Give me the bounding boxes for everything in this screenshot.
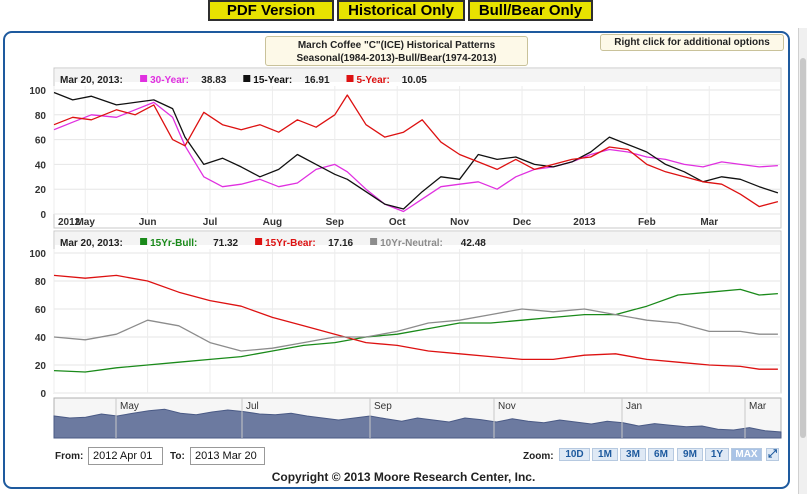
zoom-1y-button[interactable]: 1Y xyxy=(705,448,729,461)
y-tick-label: 60 xyxy=(35,305,47,316)
bull-bear-only-button[interactable]: Bull/Bear Only xyxy=(468,0,593,21)
zoom-1m-button[interactable]: 1M xyxy=(592,448,618,461)
legend-value: 17.16 xyxy=(328,238,353,249)
x-tick-label: Jun xyxy=(139,217,157,228)
legend-value: 71.32 xyxy=(213,238,238,249)
x-tick-label: Feb xyxy=(638,217,656,228)
y-tick-label: 80 xyxy=(35,277,47,288)
legend-label: 15Yr-Bull: xyxy=(150,238,197,249)
navigator-label: Nov xyxy=(498,401,516,412)
x-tick-label: Aug xyxy=(263,217,282,228)
legend-label: 15-Year: xyxy=(253,75,292,86)
x-tick-label: Mar xyxy=(700,217,718,228)
legend-strip-2 xyxy=(55,232,780,245)
legend-swatch xyxy=(140,75,148,82)
chart-title-line2: Seasonal(1984-2013)-Bull/Bear(1974-2013) xyxy=(296,53,497,64)
legend-value: 38.83 xyxy=(201,75,226,86)
legend-value: 42.48 xyxy=(461,238,486,249)
x-tick-label: 2012 xyxy=(58,217,81,228)
zoom-10d-button[interactable]: 10D xyxy=(559,448,590,461)
y-tick-label: 80 xyxy=(35,111,47,122)
zoom-max-button[interactable]: MAX xyxy=(731,448,762,461)
legend-swatch xyxy=(140,238,148,245)
legend-strip-1 xyxy=(55,69,780,82)
scrollbar-thumb[interactable] xyxy=(800,58,806,438)
y-tick-label: 100 xyxy=(29,249,46,260)
from-date-input[interactable]: 2012 Apr 01 xyxy=(88,447,163,465)
chart-title: March Coffee "C"(ICE) Historical Pattern… xyxy=(265,36,528,66)
x-tick-label: Dec xyxy=(513,217,532,228)
legend-swatch xyxy=(243,75,251,82)
legend-swatch xyxy=(370,238,378,245)
right-click-hint: Right click for additional options xyxy=(600,34,784,51)
legend-label: 10Yr-Neutral: xyxy=(380,238,443,249)
fullscreen-icon[interactable]: ⤢ xyxy=(766,448,779,461)
legend-value: 16.91 xyxy=(305,75,330,86)
copyright: Copyright © 2013 Moore Research Center, … xyxy=(271,470,536,484)
series-line-10yr-neutral xyxy=(53,308,778,352)
zoom-label: Zoom: xyxy=(523,451,554,462)
y-tick-label: 60 xyxy=(35,136,47,147)
historical-only-button[interactable]: Historical Only xyxy=(337,0,465,21)
series-line-15yr-bear xyxy=(53,274,778,370)
to-label: To: xyxy=(170,451,185,462)
x-tick-label: 2013 xyxy=(573,217,596,228)
navigator-label: Jul xyxy=(246,401,259,412)
legend-label: 5-Year: xyxy=(357,75,390,86)
to-date-input[interactable]: 2013 Mar 20 xyxy=(190,447,265,465)
chart-title-line1: March Coffee "C"(ICE) Historical Pattern… xyxy=(297,40,496,51)
zoom-9m-button[interactable]: 9M xyxy=(677,448,703,461)
x-tick-label: May xyxy=(75,217,95,228)
y-tick-label: 20 xyxy=(35,185,47,196)
legend-swatch xyxy=(346,75,354,82)
plot-area-1 xyxy=(53,67,782,229)
x-tick-label: Nov xyxy=(450,217,469,228)
y-tick-label: 40 xyxy=(35,333,47,344)
series-line-15-year xyxy=(53,91,779,210)
plot-area-2 xyxy=(53,230,782,394)
legend-swatch xyxy=(255,238,263,245)
legend-date: Mar 20, 2013: xyxy=(60,75,123,86)
from-label: From: xyxy=(55,451,84,462)
zoom-3m-button[interactable]: 3M xyxy=(620,448,646,461)
navigator-label: May xyxy=(120,401,139,412)
y-tick-label: 20 xyxy=(35,361,47,372)
navigator-label: Sep xyxy=(374,401,392,412)
legend-label: 15Yr-Bear: xyxy=(265,238,316,249)
series-line-15yr-bull xyxy=(53,288,778,373)
x-tick-label: Jul xyxy=(203,217,218,228)
navigator-area xyxy=(53,408,782,439)
y-tick-label: 40 xyxy=(35,160,47,171)
legend-value: 10.05 xyxy=(402,75,427,86)
series-line-5-year xyxy=(53,94,779,208)
navigator-label: Mar xyxy=(749,401,767,412)
navigator-label: Jan xyxy=(626,401,642,412)
zoom-6m-button[interactable]: 6M xyxy=(648,448,674,461)
legend-label: 30-Year: xyxy=(150,75,189,86)
y-tick-label: 0 xyxy=(40,389,46,400)
y-tick-label: 100 xyxy=(29,86,46,97)
page-scrollbar[interactable] xyxy=(798,28,807,494)
y-tick-label: 0 xyxy=(40,210,46,221)
pdf-version-button[interactable]: PDF Version xyxy=(208,0,334,21)
legend-date: Mar 20, 2013: xyxy=(60,238,123,249)
x-tick-label: Oct xyxy=(389,217,406,228)
x-tick-label: Sep xyxy=(326,217,344,228)
